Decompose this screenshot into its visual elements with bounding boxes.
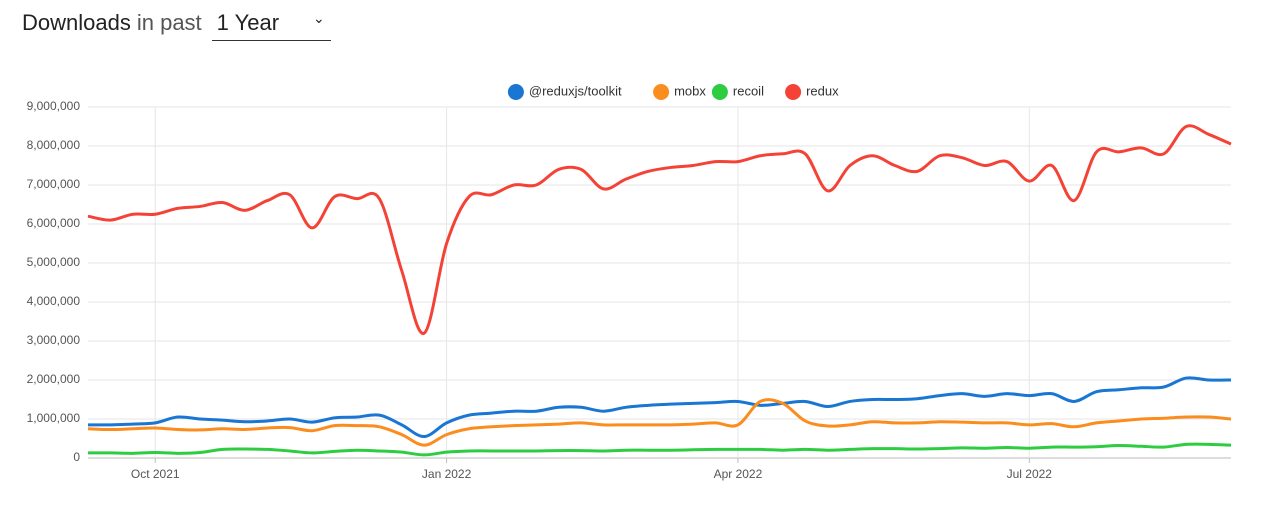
y-tick-label: 7,000,000 (27, 177, 81, 191)
legend-swatch (507, 84, 524, 100)
series-line (87, 398, 1232, 447)
legend-label: @reduxjs/toolkit (529, 83, 622, 98)
y-tick-label: 2,000,000 (27, 372, 81, 386)
header: Downloads in past 1 Year ⌄ (22, 10, 331, 41)
y-tick-label: 6,000,000 (27, 216, 81, 230)
legend-swatch (653, 84, 670, 100)
y-tick-label: 8,000,000 (27, 138, 81, 152)
y-tick-label: 5,000,000 (27, 255, 81, 269)
legend-label: mobx (674, 83, 706, 98)
legend-swatch (711, 84, 728, 100)
x-tick-label: Oct 2021 (131, 467, 180, 481)
y-tick-label: 0 (73, 450, 80, 464)
y-tick-label: 3,000,000 (27, 333, 81, 347)
x-tick-label: Apr 2022 (714, 467, 763, 481)
legend-label: recoil (733, 83, 764, 98)
header-title: Downloads (22, 10, 131, 35)
x-tick-label: Jul 2022 (1007, 467, 1053, 481)
y-tick-label: 1,000,000 (27, 411, 81, 425)
x-tick-label: Jan 2022 (422, 467, 472, 481)
legend-swatch (785, 84, 802, 100)
period-select[interactable]: 1 Year ⌄ (211, 10, 331, 41)
legend-label: redux (806, 83, 839, 98)
header-subtitle: in past (136, 10, 202, 35)
dropdown-arrow: ⌄ (312, 10, 325, 26)
period-value: 1 Year (216, 10, 280, 35)
series-line (87, 442, 1232, 457)
series-line (87, 376, 1232, 439)
y-tick-label: 9,000,000 (27, 99, 81, 113)
y-tick-label: 4,000,000 (27, 294, 81, 308)
series-line (87, 124, 1232, 335)
